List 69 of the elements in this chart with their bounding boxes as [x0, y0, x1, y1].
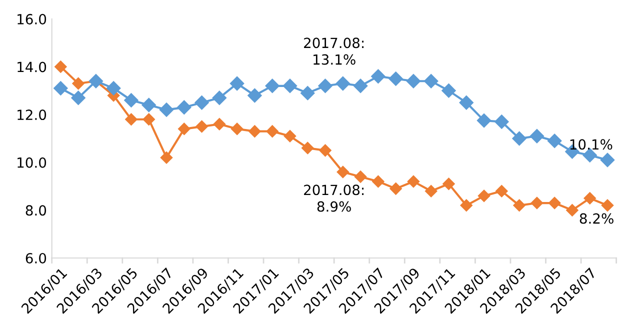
point	[371, 69, 386, 84]
point	[71, 90, 86, 105]
point	[407, 175, 420, 188]
point	[178, 122, 190, 136]
y-tick-label: 14.0	[18, 62, 46, 72]
y-tick-label: 10.0	[18, 157, 46, 168]
point	[406, 74, 421, 88]
point	[54, 81, 68, 96]
point	[600, 152, 615, 168]
point	[476, 113, 492, 128]
point	[424, 74, 438, 88]
annotation: 2017.08: 13.1%	[304, 38, 364, 65]
point	[388, 72, 403, 86]
point	[125, 113, 138, 126]
y-tick-label: 6.0	[26, 252, 46, 264]
point	[282, 78, 298, 93]
point	[425, 184, 438, 198]
point	[601, 199, 614, 212]
point	[160, 152, 173, 164]
point	[512, 131, 526, 146]
point	[318, 78, 332, 93]
point	[513, 199, 526, 212]
point	[390, 182, 402, 195]
point	[72, 77, 84, 90]
point	[548, 134, 562, 148]
point	[213, 118, 226, 130]
point	[496, 184, 508, 198]
point	[548, 196, 561, 210]
point	[566, 204, 578, 216]
point	[530, 129, 544, 144]
point	[196, 120, 208, 133]
point	[159, 102, 174, 117]
point	[230, 76, 244, 91]
point	[442, 178, 455, 190]
point	[460, 199, 472, 212]
y-tick-label: 12.0	[18, 110, 46, 120]
point	[142, 98, 156, 112]
point	[124, 93, 138, 108]
point	[442, 84, 456, 98]
point	[284, 130, 296, 142]
point	[353, 78, 368, 93]
point	[459, 96, 474, 110]
point	[248, 88, 262, 103]
annotation: 2017.08: 8.9%	[304, 184, 364, 212]
y-tick-label: 8.0	[26, 205, 46, 216]
point	[266, 125, 278, 138]
y-tick-label: 16.0	[18, 14, 46, 24]
annotation: 8.2%	[580, 213, 614, 224]
point	[372, 175, 384, 188]
point	[248, 125, 261, 138]
point	[142, 113, 155, 126]
point	[494, 114, 509, 129]
point	[265, 78, 280, 93]
point	[230, 122, 244, 136]
point	[584, 192, 596, 204]
point	[354, 170, 367, 183]
point	[300, 86, 315, 100]
point	[336, 166, 349, 178]
point	[478, 190, 490, 202]
point	[302, 142, 314, 154]
point	[319, 144, 332, 157]
point	[194, 96, 209, 110]
point	[212, 90, 226, 105]
annotation: 10.1%	[570, 139, 612, 150]
point	[336, 76, 350, 91]
point	[54, 60, 67, 73]
point	[530, 196, 544, 210]
point	[177, 100, 192, 114]
point	[106, 81, 121, 96]
